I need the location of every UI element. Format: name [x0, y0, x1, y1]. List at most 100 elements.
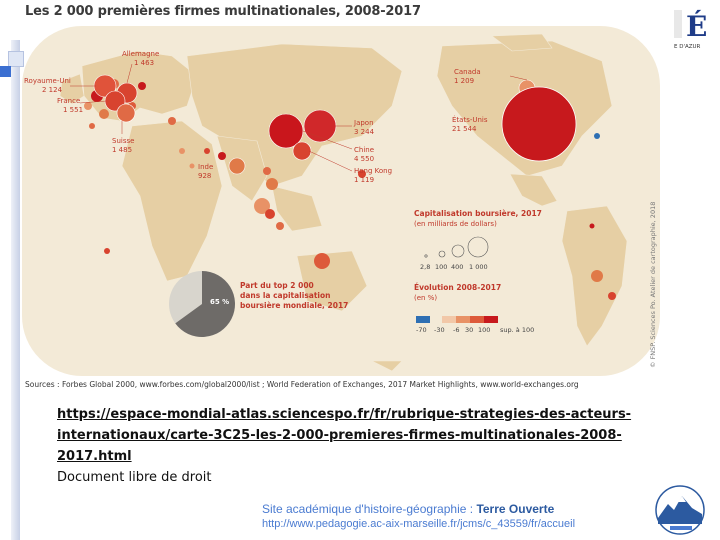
- pie-chart: 65 %: [169, 271, 235, 337]
- label-japon-name: Japon: [353, 119, 374, 127]
- legend-cap-value: 400: [451, 263, 463, 271]
- minor-circle: [266, 178, 278, 190]
- legend-evo-tick: -30: [434, 326, 445, 334]
- southeast-asia-land: [271, 185, 323, 232]
- legend-evo-tick: -70: [416, 326, 427, 334]
- legend-evo-scale: [416, 316, 498, 323]
- legend-cap-value: 1 000: [469, 263, 488, 271]
- label-chine-name: Chine: [354, 146, 374, 154]
- label-hong-kong-value: 1 119: [354, 176, 374, 184]
- svg-text:É: É: [686, 10, 707, 42]
- slide-side-bar: [11, 40, 20, 540]
- legend-cap-circle: [467, 236, 489, 258]
- australia-land: [296, 250, 368, 312]
- minor-circle: [138, 82, 146, 90]
- legend-evo-swatch: [456, 316, 470, 323]
- footer-site-prefix: Site académique d'histoire-géographie :: [262, 502, 477, 516]
- minor-circle: [276, 222, 284, 230]
- pie-percent-label: 65 %: [210, 298, 229, 306]
- label-suisse-name: Suisse: [112, 137, 134, 145]
- slide-decor-square: [8, 51, 24, 67]
- label-suisse-value: 1 485: [112, 146, 132, 154]
- minor-circle: [168, 117, 176, 125]
- greenland-land: [491, 33, 553, 52]
- label-etats-unis-value: 21 544: [452, 125, 477, 133]
- legend-evo-subtitle: (en %): [414, 294, 437, 302]
- footer-site-name: Terre Ouverte: [476, 502, 555, 516]
- minor-circle: [594, 133, 600, 139]
- circle-inde: [228, 157, 246, 175]
- minor-circle: [608, 292, 616, 300]
- legend-cap-value: 2,8: [420, 263, 430, 271]
- label-canada-name: Canada: [454, 68, 481, 76]
- minor-circles: [89, 117, 616, 300]
- nz-land: [371, 360, 403, 372]
- legend-cap-circle: [451, 244, 465, 258]
- legend-evo-swatch: [416, 316, 430, 323]
- legend-evo-tick: sup. à 100: [500, 326, 534, 334]
- label-hong-kong-name: Hong Kong: [354, 167, 392, 175]
- legend-cap-circle: [424, 254, 428, 258]
- terre-ouverte-logo-icon: [655, 485, 705, 535]
- pie-caption-line: dans la capitalisation: [240, 291, 331, 300]
- world-map: Allemagne 1 463 Royaume-Uni 2 124 France…: [22, 26, 660, 376]
- legend-evo-title: Évolution 2008-2017: [414, 283, 501, 292]
- label-france-value: 1 551: [63, 106, 83, 114]
- minor-circle: [104, 248, 110, 254]
- academy-logo: É E D'AZUR: [674, 6, 714, 52]
- minor-circle: [263, 167, 271, 175]
- minor-circle: [589, 223, 595, 229]
- circle-etats-unis: [501, 86, 577, 162]
- minor-circle: [591, 270, 603, 282]
- label-inde-name: Inde: [198, 163, 213, 171]
- legend-evo-swatch: [470, 316, 484, 323]
- pie-caption-line: boursière mondiale, 2017: [240, 301, 348, 310]
- map-credit: © FNSP. Sciences Po. Atelier de cartogra…: [649, 201, 657, 368]
- minor-circle: [358, 170, 366, 178]
- minor-circle: [84, 102, 92, 110]
- legend-evo-swatch: [442, 316, 456, 323]
- minor-circle: [218, 152, 226, 160]
- legend-evo-swatch: [484, 316, 498, 323]
- leader-lines: [70, 63, 528, 172]
- uk-land: [59, 73, 85, 105]
- legend-cap-circle: [438, 250, 446, 258]
- map-sources: Sources : Forbes Global 2000, www.forbes…: [25, 380, 579, 389]
- license-text: Document libre de droit: [57, 470, 212, 485]
- label-canada-value: 1 209: [454, 77, 474, 85]
- label-etats-unis-name: États-Unis: [452, 115, 488, 124]
- pie-share-slice: [175, 271, 235, 337]
- logo-text: E D'AZUR: [674, 44, 701, 50]
- footer-site: Site académique d'histoire-géographie : …: [262, 502, 554, 516]
- minor-circle: [254, 198, 270, 214]
- minor-circle: [99, 109, 109, 119]
- label-allemagne-name: Allemagne: [122, 50, 159, 58]
- pie-caption-line: Part du top 2 000: [240, 281, 314, 290]
- minor-circle: [89, 123, 95, 129]
- minor-circle: [189, 163, 195, 169]
- label-france-name: France: [57, 97, 80, 105]
- minor-circle: [314, 253, 330, 269]
- atlas-link[interactable]: https://espace-mondial-atlas.sciencespo.…: [57, 407, 632, 464]
- legend-cap-title: Capitalisation boursière, 2017: [414, 209, 542, 218]
- link-block: https://espace-mondial-atlas.sciencespo.…: [57, 404, 657, 488]
- circle-suisse: [116, 103, 136, 123]
- footer-url[interactable]: http://www.pedagogie.ac-aix-marseille.fr…: [262, 518, 576, 530]
- minor-circle: [179, 148, 185, 154]
- legend-cap-subtitle: (en milliards de dollars): [414, 220, 497, 228]
- central-america-land: [509, 173, 558, 207]
- circle-hong-kong: [292, 141, 312, 161]
- label-japon-value: 3 244: [354, 128, 375, 136]
- marianne-logo-icon: É: [674, 10, 707, 43]
- legend-evo-tick: 30: [465, 326, 473, 334]
- label-chine-value: 4 550: [354, 155, 374, 163]
- minor-circle: [265, 209, 275, 219]
- label-allemagne-value: 1 463: [134, 59, 154, 67]
- legend-cap-value: 100: [435, 263, 447, 271]
- slide-decor-square-blue: [0, 66, 11, 77]
- legend-evo-tick: 100: [478, 326, 490, 334]
- label-royaume-uni-value: 2 124: [42, 86, 63, 94]
- label-royaume-uni-name: Royaume-Uni: [24, 77, 71, 85]
- map-title: Les 2 000 premières firmes multinational…: [25, 4, 421, 19]
- label-inde-value: 928: [198, 172, 211, 180]
